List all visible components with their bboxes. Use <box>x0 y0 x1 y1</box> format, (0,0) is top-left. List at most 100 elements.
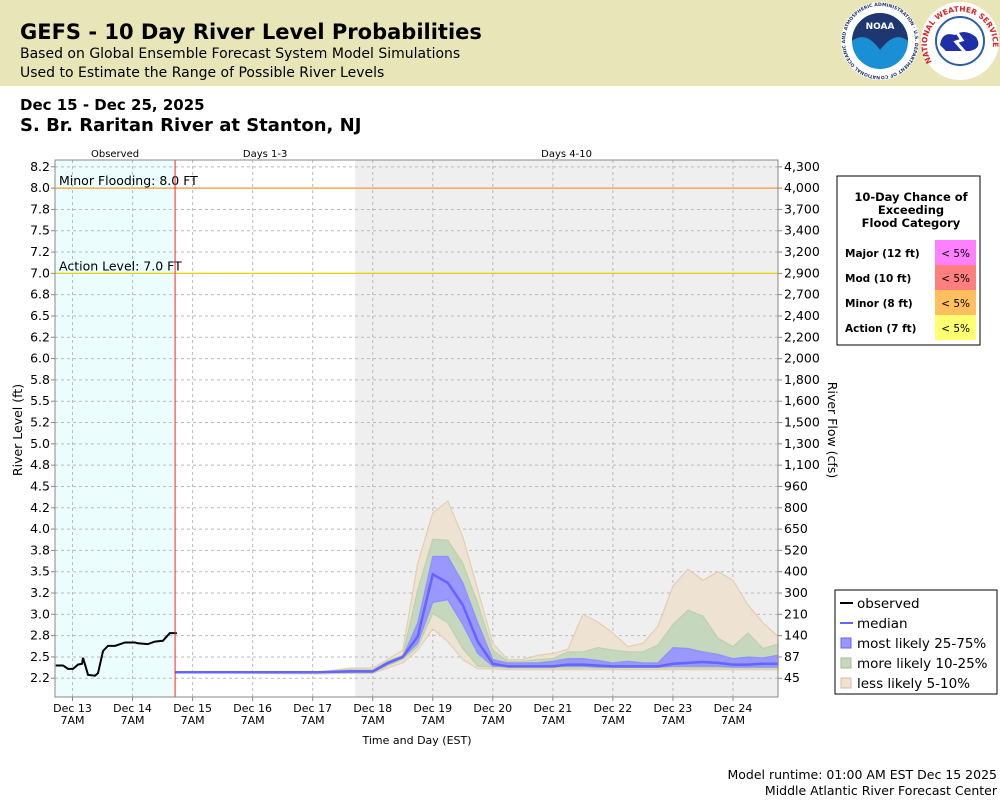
flood-chance-cell <box>935 290 976 315</box>
x-tick-time: 7AM <box>361 714 385 727</box>
y-tick-label: 6.8 <box>30 287 50 302</box>
y2-tick-label: 2,400 <box>784 308 820 323</box>
legend-label: median <box>857 616 908 632</box>
period-label: Days 4-10 <box>541 149 592 160</box>
period-label: Days 1-3 <box>243 149 287 160</box>
y2-tick-label: 45 <box>784 670 800 685</box>
x-tick-label: Dec 17 <box>293 702 332 715</box>
flood-category-label: Action (7 ft) <box>845 323 916 335</box>
y-tick-label: 5.0 <box>30 436 50 451</box>
x-tick-time: 7AM <box>121 714 145 727</box>
legend-label: most likely 25-75% <box>857 636 986 652</box>
x-tick-time: 7AM <box>601 714 625 727</box>
subtitle-2: Used to Estimate the Range of Possible R… <box>20 65 385 81</box>
observed-region <box>55 160 176 697</box>
y2-tick-label: 3,700 <box>784 201 820 216</box>
legend-swatch <box>840 657 852 669</box>
flood-table-title: 10-Day Chance of <box>854 190 968 204</box>
y2-tick-label: 1,600 <box>784 393 820 408</box>
y-tick-label: 4.2 <box>30 500 50 515</box>
flood-table-title: Flood Category <box>862 216 961 230</box>
x-tick-time: 7AM <box>661 714 685 727</box>
y-tick-label: 6.2 <box>30 329 50 344</box>
median-line <box>175 572 778 674</box>
y-tick-label: 5.8 <box>30 372 50 387</box>
forecast-center: Middle Atlantic River Forecast Center <box>764 783 997 798</box>
y-tick-label: 4.0 <box>30 521 50 536</box>
y-tick-label: 6.5 <box>30 308 50 323</box>
flood-chance-cell <box>935 265 976 290</box>
flood-chance-cell <box>935 240 976 265</box>
y2-tick-label: 1,500 <box>784 415 820 430</box>
y2-axis-title: River Flow (cfs) <box>825 382 840 478</box>
y-tick-label: 7.0 <box>30 265 50 280</box>
y-tick-label: 4.8 <box>30 457 50 472</box>
x-tick-time: 7AM <box>481 714 505 727</box>
y2-tick-label: 3,400 <box>784 223 820 238</box>
x-tick-label: Dec 21 <box>533 702 572 715</box>
noaa-logo-text: NOAA <box>866 22 895 32</box>
x-tick-label: Dec 24 <box>714 702 753 715</box>
y2-tick-label: 960 <box>784 478 808 493</box>
y-tick-label: 2.8 <box>30 628 50 643</box>
flood-category-label: Mod (10 ft) <box>845 273 911 285</box>
location-title: S. Br. Raritan River at Stanton, NJ <box>20 115 362 136</box>
x-tick-label: Dec 18 <box>353 702 392 715</box>
y-tick-label: 2.5 <box>30 649 50 664</box>
x-tick-label: Dec 22 <box>593 702 632 715</box>
legend-label: observed <box>857 596 920 612</box>
y2-tick-label: 1,100 <box>784 457 820 472</box>
plot-frame <box>54 159 779 698</box>
legend <box>834 589 998 695</box>
header-banner: GEFS - 10 Day River Level Probabilities … <box>0 0 1000 86</box>
y2-tick-label: 1,300 <box>784 436 820 451</box>
x-tick-label: Dec 23 <box>654 702 693 715</box>
flood-chance-value: < 5% <box>941 273 970 285</box>
x-tick-time: 7AM <box>181 714 205 727</box>
y2-tick-label: 2,200 <box>784 329 820 344</box>
y2-tick-label: 3,200 <box>784 244 820 259</box>
x-tick-time: 7AM <box>541 714 565 727</box>
y-tick-label: 8.2 <box>30 159 50 174</box>
y-tick-label: 3.5 <box>30 564 50 579</box>
date-range: Dec 15 - Dec 25, 2025 <box>20 96 205 114</box>
x-tick-time: 7AM <box>301 714 325 727</box>
minor-threshold-label: Minor Flooding: 8.0 FT <box>59 173 198 188</box>
flood-category-label: Major (12 ft) <box>845 248 920 260</box>
legend-swatch <box>840 677 852 689</box>
y2-tick-label: 400 <box>784 564 808 579</box>
nws-logo: NATIONAL WEATHER SERVICE <box>920 2 1000 80</box>
y2-tick-label: 300 <box>784 585 808 600</box>
y2-tick-label: 1,800 <box>784 372 820 387</box>
observed-line <box>55 632 177 677</box>
y2-tick-label: 140 <box>784 628 808 643</box>
y2-tick-label: 87 <box>784 649 800 664</box>
y-tick-label: 7.2 <box>30 244 50 259</box>
action-threshold-label: Action Level: 7.0 FT <box>59 258 182 273</box>
y-tick-label: 3.2 <box>30 585 50 600</box>
y-tick-label: 7.8 <box>30 201 50 216</box>
y2-tick-label: 210 <box>784 606 808 621</box>
legend-swatch <box>840 637 852 649</box>
y-tick-label: 5.2 <box>30 415 50 430</box>
x-tick-time: 7AM <box>721 714 745 727</box>
x-tick-label: Dec 13 <box>53 702 92 715</box>
y-tick-label: 3.0 <box>30 606 50 621</box>
x-axis-title: Time and Day (EST) <box>361 734 471 747</box>
y-axis-title: River Level (ft) <box>10 384 25 476</box>
y2-tick-label: 650 <box>784 521 808 536</box>
y2-tick-label: 2,900 <box>784 265 820 280</box>
y2-tick-label: 520 <box>784 542 808 557</box>
flood-chance-value: < 5% <box>941 248 970 260</box>
flood-chance-cell <box>935 315 976 340</box>
legend-label: less likely 5-10% <box>857 676 970 692</box>
x-tick-label: Dec 15 <box>173 702 212 715</box>
y-tick-label: 4.5 <box>30 478 50 493</box>
period-label: Observed <box>91 149 139 160</box>
y-tick-label: 8.0 <box>30 180 50 195</box>
flood-chance-value: < 5% <box>941 323 970 335</box>
x-tick-time: 7AM <box>241 714 265 727</box>
model-runtime: Model runtime: 01:00 AM EST Dec 15 2025 <box>727 767 997 782</box>
flood-chance-value: < 5% <box>941 298 970 310</box>
